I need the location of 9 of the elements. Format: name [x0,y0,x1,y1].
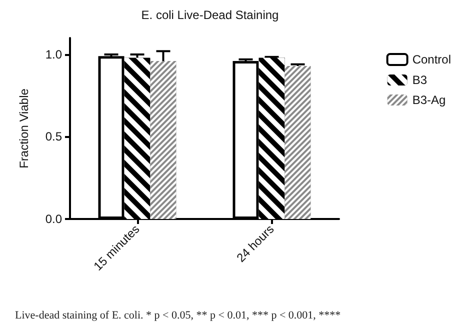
y-tick-label: 0.5 [45,130,62,144]
chart-title: E. coli Live-Dead Staining [141,8,279,22]
legend-label: Control [412,52,452,66]
y-tick-label: 0.0 [45,212,62,226]
legend-label: B3 [412,73,428,87]
y-tick-label: 1.0 [45,47,62,62]
y-axis-title: Fraction Viable [17,88,31,168]
legend-label: B3-Ag [412,93,446,107]
text: Live-dead staining of E. coli. * p < 0.05, ** p < 0.01, *** p < 0.001, **** [15,310,341,322]
